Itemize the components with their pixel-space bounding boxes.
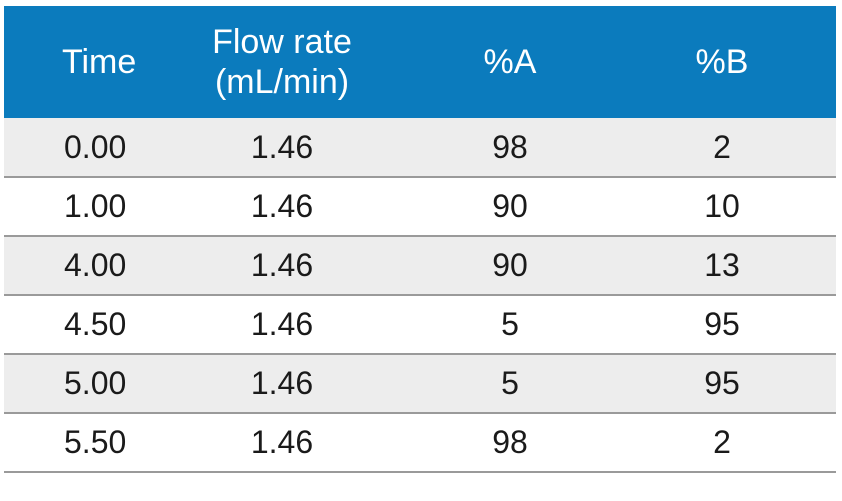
header-time: Time: [62, 43, 137, 81]
table-row: 4.00 1.46 90 13: [4, 236, 836, 295]
cell-pct-a: 5: [501, 306, 519, 342]
cell-time: 5.00: [64, 365, 127, 401]
cell-pct-a: 98: [492, 424, 528, 460]
cell-flow-rate: 1.46: [250, 128, 314, 165]
gradient-table: Time Flow rate (mL/min) %A %B 0.00 1.46 …: [4, 6, 836, 473]
cell-time: 1.00: [64, 188, 127, 224]
header-flow-rate: Flow rate (mL/min): [152, 6, 412, 118]
header-row: Time Flow rate (mL/min) %A %B: [4, 6, 836, 118]
cell-pct-a: 5: [501, 365, 519, 401]
table-row: 0.00 1.46 98 2: [4, 118, 836, 177]
cell-time: 4.50: [64, 306, 127, 342]
cell-pct-b: 95: [704, 306, 740, 342]
table-body: 0.00 1.46 98 2 1.00 1.46 90 10 4.00 1.46…: [4, 118, 836, 472]
header-flow-rate-line1: Flow rate: [212, 23, 352, 61]
cell-pct-a: 90: [492, 188, 528, 224]
header-pct-b: %B: [695, 43, 749, 81]
table-row: 5.00 1.46 5 95: [4, 354, 836, 413]
table-row: 4.50 1.46 5 95: [4, 295, 836, 354]
cell-flow-rate: 1.46: [250, 365, 314, 401]
cell-pct-b: 13: [704, 247, 740, 283]
cell-pct-a: 98: [492, 128, 528, 165]
cell-flow-rate: 1.46: [250, 188, 314, 224]
cell-pct-b: 95: [704, 365, 740, 401]
cell-time: 5.50: [64, 424, 127, 460]
gradient-table-container: Time Flow rate (mL/min) %A %B 0.00 1.46 …: [4, 6, 836, 473]
cell-pct-b: 2: [713, 424, 731, 460]
cell-flow-rate: 1.46: [250, 306, 314, 342]
table-row: 5.50 1.46 98 2: [4, 413, 836, 472]
cell-time: 0.00: [64, 128, 127, 165]
header-pct-a: %A: [483, 43, 537, 81]
table-header: Time Flow rate (mL/min) %A %B: [4, 6, 836, 118]
cell-time: 4.00: [64, 247, 127, 283]
cell-pct-b: 10: [704, 188, 740, 224]
cell-flow-rate: 1.46: [250, 424, 314, 460]
table-row: 1.00 1.46 90 10: [4, 177, 836, 236]
cell-pct-a: 90: [492, 247, 528, 283]
header-flow-rate-line2: (mL/min): [214, 63, 350, 101]
cell-flow-rate: 1.46: [250, 247, 314, 283]
cell-pct-b: 2: [713, 128, 731, 165]
